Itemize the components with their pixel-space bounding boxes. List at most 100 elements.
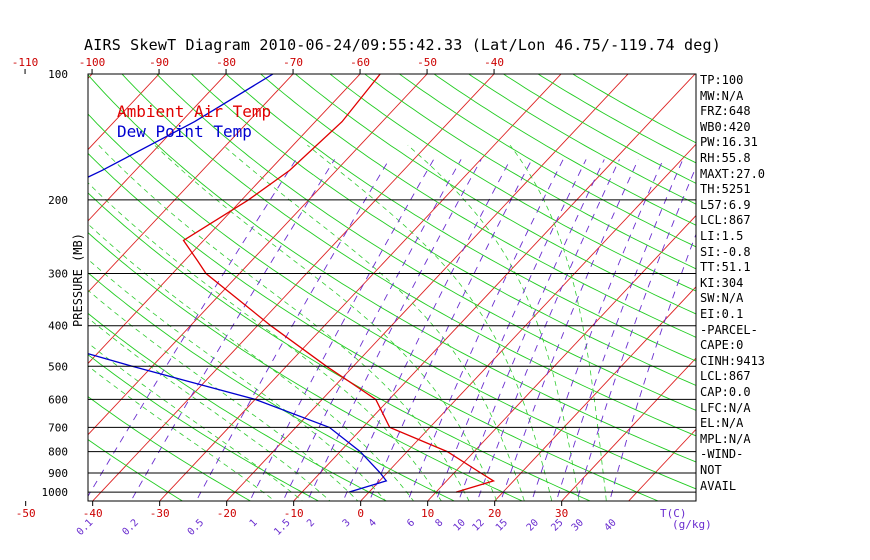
top-temp-label: -90 [149,56,169,69]
stat-item: L57:6.9 [700,197,751,212]
isotherm-line [88,74,93,79]
moist-adiabat-line [154,144,498,501]
mixing-ratio-line [531,159,664,501]
dry-adiabat-line [88,192,592,501]
stat-item: LFC:N/A [700,400,751,415]
isotherm-line [88,74,227,222]
top-temp-label: -40 [484,56,504,69]
isotherm-line [159,74,562,501]
dry-adiabat-line [467,74,696,205]
stat-item: MAXT:27.0 [700,166,766,181]
stat-item: -WIND- [700,447,744,462]
dry-adiabat-line [364,74,696,270]
dry-adiabat-line [260,74,696,338]
isotherm-line [226,74,629,501]
pressure-tick-label: 600 [48,393,68,406]
stat-item: SI:-0.8 [700,244,751,259]
stat-item: EI:0.1 [700,307,744,321]
moist-adiabat-line [88,365,276,501]
pressure-tick-label: 200 [48,194,68,207]
plot-frame [87,73,697,502]
stat-item: LCL:867 [700,213,751,228]
stat-item: TP:100 [700,73,744,87]
isotherm-line [88,74,160,151]
pressure-tick-label: 100 [48,68,68,81]
dry-adiabat-line [433,74,696,226]
mixing-ratio-line [368,159,533,501]
dry-adiabat-line [88,396,252,501]
moist-adiabat-line [222,144,525,501]
bottom-temp-label: 30 [555,507,568,520]
moist-adiabat-line [407,144,580,501]
stat-item: FRZ:648 [700,104,751,119]
dry-adiabat-line [88,74,696,463]
mixing-ratio-line [435,159,587,501]
moist-adiabat-line [88,289,359,501]
stat-item: EL:N/A [700,416,744,431]
pressure-tick-label: 700 [48,421,68,434]
moist-adiabat-line [88,342,304,501]
mixing-ratio-line [476,159,620,501]
moist-adiabat-line [98,144,470,501]
mixing-ratio-label: 3 [341,517,353,529]
bottom-temp-label: -10 [284,507,304,520]
mixing-ratio-line [282,159,462,501]
mixing-ratio-label: 6 [405,517,417,529]
dry-adiabat-line [571,74,696,144]
mixing-ratio-label: 20 [525,517,541,533]
moist-adiabat-line [509,144,607,501]
mixing-ratio-label: 0.1 [75,517,96,538]
mixing-ratio-line [609,233,696,501]
dry-adiabat-line [398,74,696,248]
pressure-tick-label: 500 [48,360,68,373]
isotherm-line [88,74,361,365]
bottom-temp-label: -40 [83,507,103,520]
bottom-temp-label: -50 [16,507,36,520]
mixing-ratio-label: 30 [570,517,586,533]
stat-item: TH:5251 [700,182,751,197]
mixing-ratio-label: 4 [367,517,379,529]
mixing-ratio-label: 40 [602,517,618,533]
stat-item: MW:N/A [700,88,744,103]
stat-item: CAP:0.0 [700,385,751,399]
isotherm-line [293,74,696,501]
mixing-ratio-line [576,165,696,501]
top-temp-label: -70 [283,56,303,69]
mixing-ratio-label: 0.2 [120,517,141,538]
legend-dew-point-temp: Dew Point Temp [117,122,252,141]
mixing-ratio-label: 10 [452,517,468,533]
stat-item: NOT [700,463,722,477]
mixing-ratio-line [458,159,605,501]
mixing-ratio-line [407,159,564,501]
dry-adiabat-line [88,272,456,501]
top-temp-label: -60 [350,56,370,69]
dry-adiabat-line [121,74,696,437]
stat-item: KI:304 [700,275,744,290]
stat-item: RH:55.8 [700,151,751,165]
moist-adiabat-line [88,258,387,501]
dry-adiabat-line [225,74,696,362]
dry-adiabat-line [88,312,388,501]
isotherm-line [0,55,43,510]
stat-item: WB0:420 [700,119,751,134]
mixing-ratio-line [130,159,335,501]
mixing-ratio-line [249,159,435,501]
legend-ambient-air-temp: Ambient Air Temp [117,102,272,121]
stat-item: LCL:867 [700,369,751,384]
mixing-ratio-line [342,159,511,501]
isotherm-line [360,143,696,501]
mixing-ratio-line [306,159,482,501]
y-axis-label: PRESSURE (MB) [71,233,85,327]
bottom-temp-label: 10 [421,507,434,520]
moist-adiabat-line [88,182,442,501]
axes-layer [24,69,697,506]
stat-item: MPL:N/A [700,431,751,446]
mixing-ratio-label: 0.5 [186,517,207,538]
top-temp-label: -100 [79,56,106,69]
pressure-tick-label: 400 [48,320,68,333]
mixing-ratio-line [195,159,390,501]
dry-adiabat-line [88,113,696,490]
mixing-ratio-line [555,159,684,501]
dry-adiabat-line [502,74,696,184]
